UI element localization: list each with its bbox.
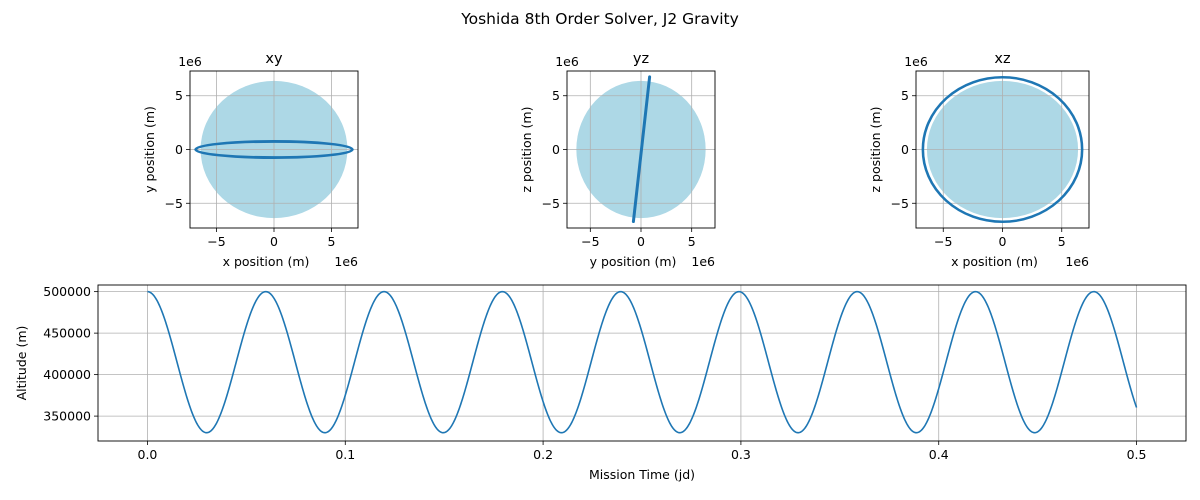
orbit-trace-xz bbox=[921, 76, 1084, 223]
y-axis-label: z position (m) bbox=[519, 107, 534, 193]
y-tick-label: −5 bbox=[542, 196, 560, 211]
y-axis-label: y position (m) bbox=[142, 106, 157, 193]
x-axis-label: y position (m) bbox=[590, 254, 677, 269]
x-axis-label: x position (m) bbox=[223, 254, 310, 269]
y-tick-label: −5 bbox=[165, 196, 183, 211]
x-tick-label: 5 bbox=[1058, 234, 1066, 249]
x-axis-label: Mission Time (jd) bbox=[589, 467, 695, 482]
x-tick-label: 0.1 bbox=[335, 447, 355, 462]
y-offset-label: 1e6 bbox=[904, 54, 928, 69]
x-tick-label: 5 bbox=[328, 234, 336, 249]
x-tick-label: −5 bbox=[207, 234, 225, 249]
y-offset-label: 1e6 bbox=[555, 54, 579, 69]
y-offset-label: 1e6 bbox=[178, 54, 202, 69]
x-offset-label: 1e6 bbox=[691, 254, 715, 269]
x-tick-label: 0.2 bbox=[533, 447, 553, 462]
x-tick-label: 0.4 bbox=[929, 447, 949, 462]
y-tick-label: 350000 bbox=[43, 409, 91, 424]
x-tick-label: 0 bbox=[637, 234, 645, 249]
orbit-trace-yz bbox=[631, 75, 652, 224]
y-tick-label: −5 bbox=[891, 196, 909, 211]
y-tick-label: 500000 bbox=[43, 284, 91, 299]
x-tick-label: 0.5 bbox=[1127, 447, 1147, 462]
plot-inner bbox=[190, 71, 358, 228]
x-offset-label: 1e6 bbox=[1065, 254, 1089, 269]
plot-inner bbox=[916, 71, 1089, 228]
x-tick-label: 0.0 bbox=[138, 447, 158, 462]
plot-inner bbox=[567, 71, 715, 228]
x-tick-label: 0.3 bbox=[731, 447, 751, 462]
x-tick-label: −5 bbox=[581, 234, 599, 249]
y-tick-label: 0 bbox=[552, 142, 560, 157]
x-offset-label: 1e6 bbox=[334, 254, 358, 269]
y-axis-label: Altitude (m) bbox=[14, 326, 29, 401]
chart-xy: −5 0 5 −5 0 5 1e6 1e6 xy x position (m) y position… bbox=[142, 51, 359, 269]
axes-frame bbox=[97, 284, 1187, 442]
y-tick-label: 0 bbox=[175, 142, 183, 157]
chart-xz: −5 0 5 −5 0 5 1e6 1e6 xz x position (m) z position… bbox=[868, 51, 1090, 269]
y-axis-label: z position (m) bbox=[868, 107, 883, 193]
altitude-series-line bbox=[147, 290, 1138, 434]
plot-inner bbox=[98, 285, 1186, 441]
subplot-title: xy bbox=[265, 51, 283, 67]
y-tick-label: 5 bbox=[175, 88, 183, 103]
x-tick-label: 0 bbox=[999, 234, 1007, 249]
x-axis-label: x position (m) bbox=[951, 254, 1038, 269]
y-tick-label: 0 bbox=[901, 142, 909, 157]
x-tick-label: 0 bbox=[270, 234, 278, 249]
figure-title: Yoshida 8th Order Solver, J2 Gravity bbox=[460, 10, 739, 28]
x-tick-label: 5 bbox=[688, 234, 696, 249]
orbit-trace-xy bbox=[194, 140, 354, 159]
y-tick-label: 5 bbox=[552, 88, 560, 103]
chart-yz: −5 0 5 −5 0 5 1e6 1e6 yz y position (m) z position… bbox=[519, 51, 716, 269]
y-tick-label: 450000 bbox=[43, 326, 91, 341]
y-tick-label: 5 bbox=[901, 88, 909, 103]
y-tick-label: 400000 bbox=[43, 367, 91, 382]
x-tick-label: −5 bbox=[934, 234, 952, 249]
chart-altitude: 0.0 0.1 0.2 0.3 0.4 0.5 350000 400000 450000 5000… bbox=[14, 284, 1187, 482]
subplot-title: yz bbox=[633, 51, 649, 67]
subplot-title: xz bbox=[994, 51, 1010, 67]
